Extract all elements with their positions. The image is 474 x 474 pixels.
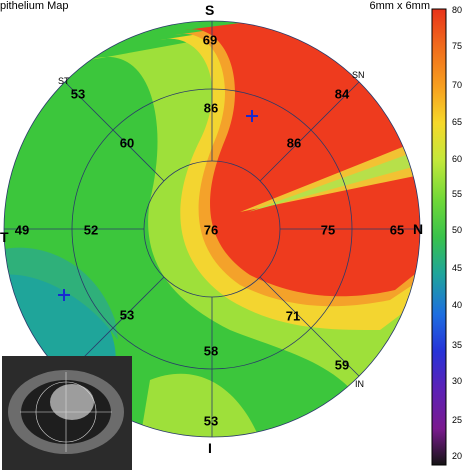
inferior-label: I (208, 440, 212, 456)
zone-superonasal-outer-value: 84 (334, 86, 350, 102)
zone-superotemporal-inner-value: 60 (119, 135, 135, 151)
scale-tick: 80 (452, 5, 463, 15)
camera-inset (2, 356, 132, 470)
zone-inferonasal-outer-value: 59 (334, 357, 350, 373)
scale-tick: 50 (452, 225, 463, 235)
map-title: pithelium Map (0, 0, 69, 12)
color-scale-bar (431, 8, 447, 466)
scale-tick: 70 (452, 80, 463, 90)
sn-label: SN (352, 70, 365, 80)
scale-tick: 30 (452, 376, 463, 386)
zone-superior-inner-value: 86 (203, 100, 219, 116)
scale-tick: 35 (452, 340, 463, 350)
scale-tick: 60 (452, 154, 463, 164)
scan-size-label: 6mm x 6mm (369, 0, 431, 12)
zone-inferonasal-inner-value: 71 (285, 308, 301, 324)
st-label: ST (58, 76, 70, 86)
nasal-label: N (413, 221, 424, 237)
zone-nasal-inner-value: 75 (320, 222, 336, 238)
temporal-label: T (0, 229, 9, 245)
scale-tick: 40 (452, 300, 463, 310)
zone-temporal-outer-value: 49 (14, 222, 30, 238)
marker-icons (58, 110, 258, 301)
scale-tick: 55 (452, 189, 463, 199)
zone-superotemporal-outer-value: 53 (70, 86, 86, 102)
zone-inferotemporal-inner-value: 53 (119, 307, 135, 323)
superior-label: S (205, 2, 215, 18)
in-label: IN (355, 379, 364, 389)
scale-tick: 65 (452, 117, 463, 127)
zone-inferior-outer-value: 53 (203, 413, 219, 429)
zone-superior-outer-value: 69 (202, 32, 218, 48)
scale-tick: 20 (452, 451, 463, 461)
zone-inferior-inner-value: 58 (203, 343, 219, 359)
zone-nasal-outer-value: 65 (389, 222, 405, 238)
zone-center-value: 76 (203, 222, 219, 238)
scale-tick: 45 (452, 263, 463, 273)
zone-superonasal-inner-value: 86 (286, 135, 302, 151)
scale-tick: 25 (452, 415, 463, 425)
scale-tick: 75 (452, 41, 463, 51)
zone-temporal-inner-value: 52 (83, 222, 99, 238)
